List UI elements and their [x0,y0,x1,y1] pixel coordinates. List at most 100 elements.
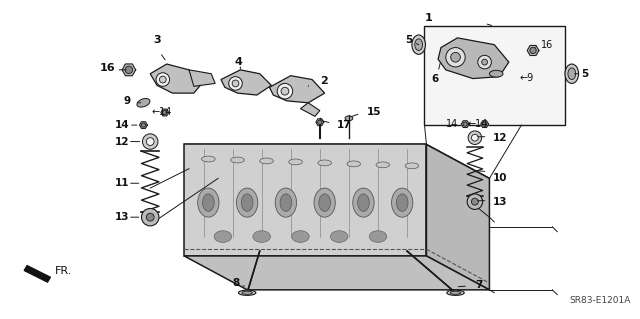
Text: 4: 4 [234,57,243,67]
Polygon shape [269,76,324,103]
Text: ←14: ←14 [467,119,488,129]
Ellipse shape [198,188,219,217]
Ellipse shape [239,290,256,295]
Text: 6: 6 [431,74,438,84]
Ellipse shape [318,160,332,166]
Ellipse shape [568,68,576,79]
Text: 10: 10 [492,174,507,183]
Circle shape [141,208,159,226]
Ellipse shape [236,188,258,217]
Ellipse shape [392,188,413,217]
Ellipse shape [412,35,426,54]
Ellipse shape [289,159,302,165]
Text: FR.: FR. [55,266,72,277]
Polygon shape [527,45,539,56]
Circle shape [281,87,289,95]
Ellipse shape [358,194,369,211]
Ellipse shape [292,231,309,242]
Ellipse shape [353,188,374,217]
Polygon shape [221,70,271,95]
Polygon shape [161,109,168,116]
Text: 3: 3 [153,35,161,45]
Ellipse shape [137,99,150,107]
Circle shape [472,134,478,141]
Circle shape [451,52,460,62]
Text: SR83-E1201A: SR83-E1201A [570,296,631,305]
Ellipse shape [275,188,296,217]
Text: 5: 5 [582,69,589,79]
Ellipse shape [202,156,215,162]
Text: 12: 12 [492,133,507,143]
Text: 14: 14 [115,120,129,130]
Polygon shape [189,70,215,86]
Polygon shape [184,145,490,178]
Text: 8: 8 [232,278,240,288]
Ellipse shape [451,291,461,294]
Circle shape [147,213,154,221]
Ellipse shape [280,194,292,211]
Ellipse shape [369,231,387,242]
Text: 17: 17 [337,120,352,130]
Ellipse shape [330,231,348,242]
Polygon shape [150,64,204,93]
Text: 14: 14 [446,119,458,129]
Polygon shape [184,145,426,256]
Circle shape [141,123,145,127]
Ellipse shape [565,64,579,84]
Ellipse shape [260,158,273,164]
Circle shape [159,76,166,83]
Circle shape [467,194,483,209]
Polygon shape [461,121,469,128]
Polygon shape [481,121,488,128]
Polygon shape [24,266,51,282]
Text: ←9: ←9 [520,73,534,83]
Circle shape [483,122,486,126]
Polygon shape [438,38,509,78]
Text: 9: 9 [123,96,130,106]
Circle shape [472,198,478,205]
Ellipse shape [241,194,253,211]
Circle shape [482,59,488,65]
Circle shape [478,55,492,69]
Polygon shape [122,64,136,76]
Ellipse shape [314,188,335,217]
Ellipse shape [202,194,214,211]
Text: 7: 7 [475,280,483,290]
Circle shape [530,47,536,54]
Circle shape [317,120,322,124]
Circle shape [277,84,292,99]
Ellipse shape [319,194,330,211]
Text: 16: 16 [541,40,553,50]
Text: ←14: ←14 [151,108,172,117]
Ellipse shape [214,231,232,242]
Circle shape [463,122,467,126]
Ellipse shape [376,162,390,168]
Text: 5: 5 [405,35,412,45]
Text: 1: 1 [424,13,432,24]
Ellipse shape [405,163,419,169]
Circle shape [468,131,482,145]
Text: 15: 15 [366,108,381,117]
Circle shape [156,73,170,86]
Ellipse shape [253,231,270,242]
Text: 2: 2 [320,77,328,86]
Bar [424,26,565,125]
Text: 13: 13 [115,212,129,222]
Circle shape [125,66,132,74]
Text: 11: 11 [115,178,129,188]
Circle shape [446,48,465,67]
Ellipse shape [347,161,360,167]
Polygon shape [140,122,147,129]
Ellipse shape [415,39,422,50]
Polygon shape [426,145,490,290]
Ellipse shape [447,290,464,295]
Polygon shape [316,119,324,126]
Circle shape [228,77,243,90]
Text: 13: 13 [492,197,507,207]
Text: 12: 12 [115,137,129,146]
Ellipse shape [345,116,353,121]
Polygon shape [300,103,320,116]
Text: 16: 16 [100,63,115,73]
Circle shape [163,110,167,115]
Ellipse shape [490,70,503,77]
